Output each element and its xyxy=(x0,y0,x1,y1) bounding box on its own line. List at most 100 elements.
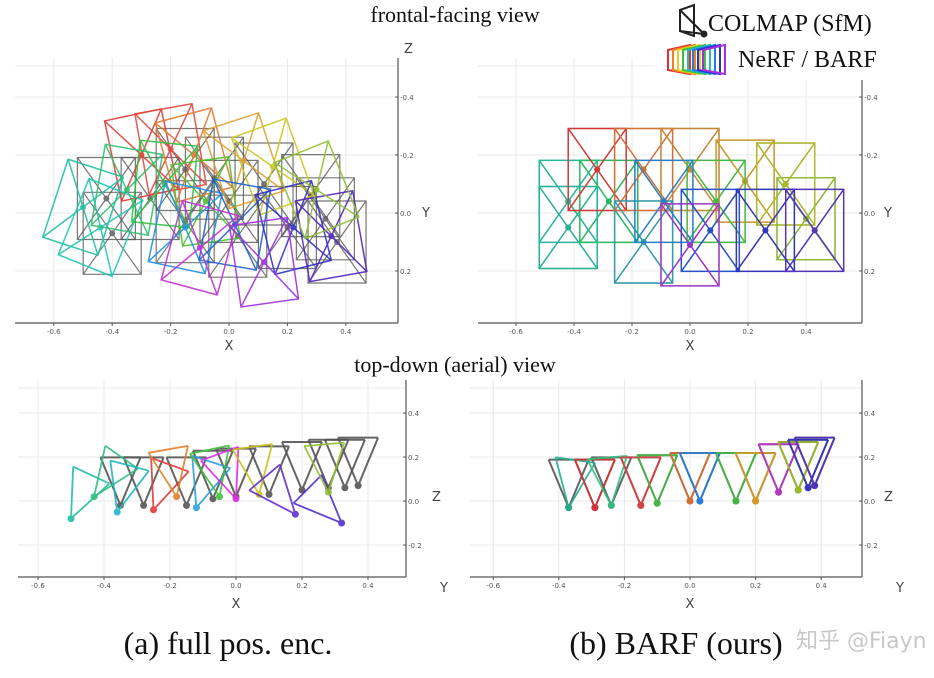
colmap-camera-icon xyxy=(679,3,708,38)
camera-center-dot xyxy=(113,508,121,516)
camera-ray xyxy=(764,188,796,231)
camera-ray xyxy=(242,112,260,162)
colmap-camera xyxy=(714,452,757,505)
x-axis-label: X xyxy=(225,339,234,354)
camera-center-dot xyxy=(182,224,189,231)
camera-ray xyxy=(154,122,195,156)
camera-ray xyxy=(292,226,332,261)
camera-ray xyxy=(330,235,368,273)
camera-ray xyxy=(212,178,236,225)
camera-center-dot xyxy=(209,495,217,503)
legend: COLMAP (SfM) NeRF / BARF xyxy=(655,0,934,80)
v-tick-label: 0.4 xyxy=(864,410,876,418)
panel-a-frontal: -0.6 -0.4 -0.2 0.0 0.2 0.4 -0.4 -0.2 0.0 0.2 X Y Z xyxy=(15,42,430,354)
camera-ray xyxy=(642,128,674,170)
depth-axis-label: Z xyxy=(404,42,413,57)
camera-ray xyxy=(286,227,317,269)
camera-ray xyxy=(660,128,691,170)
camera-ray xyxy=(785,229,816,272)
v-tick-label: 0.2 xyxy=(400,268,411,276)
camera-center-dot xyxy=(324,488,332,496)
v-tick-label: 0.0 xyxy=(400,210,411,218)
camera-ray xyxy=(715,200,746,243)
camera-center-dot xyxy=(150,506,157,514)
camera-ray xyxy=(785,188,816,231)
x-tick-label: -0.2 xyxy=(618,582,632,590)
estimated-camera xyxy=(200,446,240,503)
x-axis-label: X xyxy=(232,597,241,612)
camera-ray xyxy=(613,128,645,170)
camera-center-dot xyxy=(338,519,346,527)
v-tick-label: -0.2 xyxy=(408,542,422,550)
panel-b-topdown: -0.6 -0.4 -0.2 0.0 0.2 0.4 0.4 0.2 0.0 -0.2 X Z Y xyxy=(470,380,904,612)
camera-frame xyxy=(72,465,110,485)
estimated-camera xyxy=(254,179,333,276)
x-tick-label: 0.0 xyxy=(684,582,695,590)
camera-ray xyxy=(613,169,645,211)
camera-ray xyxy=(258,166,274,216)
camera-center-dot xyxy=(183,501,190,509)
camera-ray xyxy=(538,186,569,228)
camera-ray xyxy=(686,159,717,202)
estimated-camera xyxy=(793,436,836,490)
colmap-camera xyxy=(337,436,380,490)
camera-center-dot xyxy=(713,198,720,205)
camera-center-dot xyxy=(752,497,760,505)
camera-ray xyxy=(131,183,166,223)
camera-ray xyxy=(295,218,326,261)
estimated-camera xyxy=(715,452,757,505)
camera-center-dot xyxy=(565,504,573,512)
camera-ray xyxy=(57,226,101,256)
camera-center-dot xyxy=(202,198,209,205)
estimated-camera xyxy=(554,456,596,512)
x-tick-label: 0.0 xyxy=(684,328,695,336)
camera-frame xyxy=(148,444,189,454)
camera-ray xyxy=(164,181,186,228)
camera-ray xyxy=(237,235,268,278)
estimated-camera xyxy=(273,139,360,240)
vertical-axis-label: Y xyxy=(883,206,892,221)
camera-ray xyxy=(170,148,207,186)
estimated-camera xyxy=(147,180,223,275)
x-tick-label: -0.6 xyxy=(509,328,523,336)
x-tick-label: 0.2 xyxy=(282,328,293,336)
plot-panels: -0.6 -0.4 -0.2 0.0 0.2 0.4 -0.4 -0.2 0.0 0.2 X Y Z -0… xyxy=(15,42,904,612)
v-tick-label: -0.2 xyxy=(400,152,414,160)
x-tick-label: 0.4 xyxy=(340,328,352,336)
camera-ray xyxy=(240,261,265,308)
camera-ray xyxy=(613,200,645,243)
frontal-title: frontal-facing view xyxy=(370,2,539,27)
x-tick-label: -0.4 xyxy=(97,582,111,590)
camera-ray xyxy=(263,261,300,300)
v-tick-label: 0.4 xyxy=(408,410,420,418)
camera-ray xyxy=(689,128,720,170)
camera-ray xyxy=(613,241,645,284)
camera-center-dot xyxy=(109,230,116,237)
camera-ray xyxy=(170,164,207,202)
camera-center-dot xyxy=(322,215,329,222)
estimated-camera xyxy=(160,199,240,296)
camera-ray xyxy=(272,117,287,167)
camera-ray xyxy=(636,454,679,506)
x-tick-label: -0.6 xyxy=(486,582,500,590)
camera-ray xyxy=(316,189,360,218)
camera-center-dot xyxy=(290,224,297,231)
camera-center-dot xyxy=(90,493,98,501)
camera-ray xyxy=(538,200,569,243)
camera-ray xyxy=(254,194,294,229)
estimated-camera xyxy=(147,444,189,501)
camera-ray xyxy=(126,153,164,191)
camera-ray xyxy=(100,199,144,229)
camera-ray xyxy=(111,191,142,234)
camera-ray xyxy=(184,136,215,179)
estimated-camera xyxy=(660,203,720,287)
camera-center-dot xyxy=(591,504,599,512)
camera-ray xyxy=(689,203,720,246)
camera-ray xyxy=(336,241,367,284)
camera-frame xyxy=(189,444,230,455)
x-tick-label: -0.4 xyxy=(567,328,581,336)
x-axis-label: X xyxy=(686,597,695,612)
camera-ray xyxy=(709,229,740,272)
camera-ray xyxy=(793,437,836,488)
camera-frame xyxy=(232,443,273,451)
